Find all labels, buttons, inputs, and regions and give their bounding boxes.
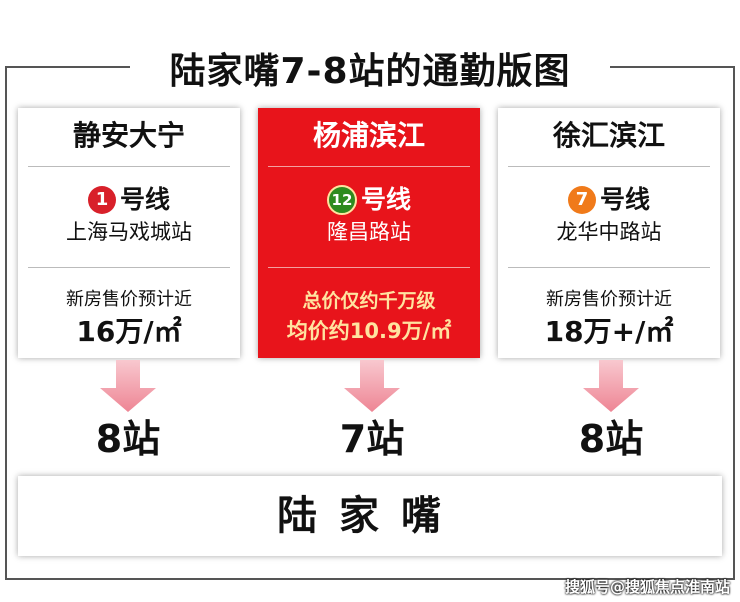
card-name: 静安大宁 — [72, 119, 185, 152]
station-count: 8站 — [95, 417, 161, 461]
station-count: 8站 — [578, 417, 644, 461]
price: 18万+/㎡ — [544, 315, 674, 348]
divider — [268, 267, 470, 268]
line-label: 号线 — [119, 185, 170, 214]
divider — [28, 267, 230, 268]
divider — [508, 166, 710, 167]
page-title: 陆家嘴7-8站的通勤版图 — [169, 51, 571, 92]
frame-top-right — [610, 66, 735, 68]
station: 龙华中路站 — [556, 220, 662, 244]
card-yangpu-riverside: 杨浦滨江 12 号线 隆昌路站 总价仅约千万级 均价约10.9万/㎡ — [258, 108, 480, 358]
frame — [5, 66, 735, 580]
station: 上海马戏城站 — [66, 220, 192, 244]
price: 均价约10.9万/㎡ — [286, 319, 452, 343]
destination-box: 陆家嘴 — [18, 476, 722, 556]
down-arrow-icon — [583, 360, 639, 412]
card-name: 徐汇滨江 — [552, 119, 665, 152]
frame-top-left — [5, 66, 130, 68]
price-label: 总价仅约千万级 — [302, 290, 436, 312]
metro-line-badge-icon: 7 — [567, 186, 596, 214]
station: 隆昌路站 — [327, 220, 411, 244]
card-jingan-daning: 静安大宁 1 号线 上海马戏城站 新房售价预计近 16万/㎡ — [18, 108, 240, 358]
metro-line-badge-icon: 1 — [87, 186, 116, 214]
station-count: 7站 — [339, 417, 405, 461]
line-label: 号线 — [599, 185, 650, 214]
down-arrow-icon — [100, 360, 156, 412]
line-label: 号线 — [360, 185, 411, 214]
card-xuhui-riverside: 徐汇滨江 7 号线 龙华中路站 新房售价预计近 18万+/㎡ — [498, 108, 720, 358]
metro-line-badge-icon: 12 — [326, 185, 357, 215]
divider — [268, 166, 470, 167]
card-name: 杨浦滨江 — [312, 119, 425, 152]
watermark: 搜狐号@搜狐焦点淮南站 — [564, 578, 730, 596]
price: 16万/㎡ — [76, 315, 182, 348]
price-label: 新房售价预计近 — [66, 289, 192, 310]
price-label: 新房售价预计近 — [546, 289, 672, 310]
divider — [28, 166, 230, 167]
divider — [508, 267, 710, 268]
down-arrow-icon — [344, 360, 400, 412]
